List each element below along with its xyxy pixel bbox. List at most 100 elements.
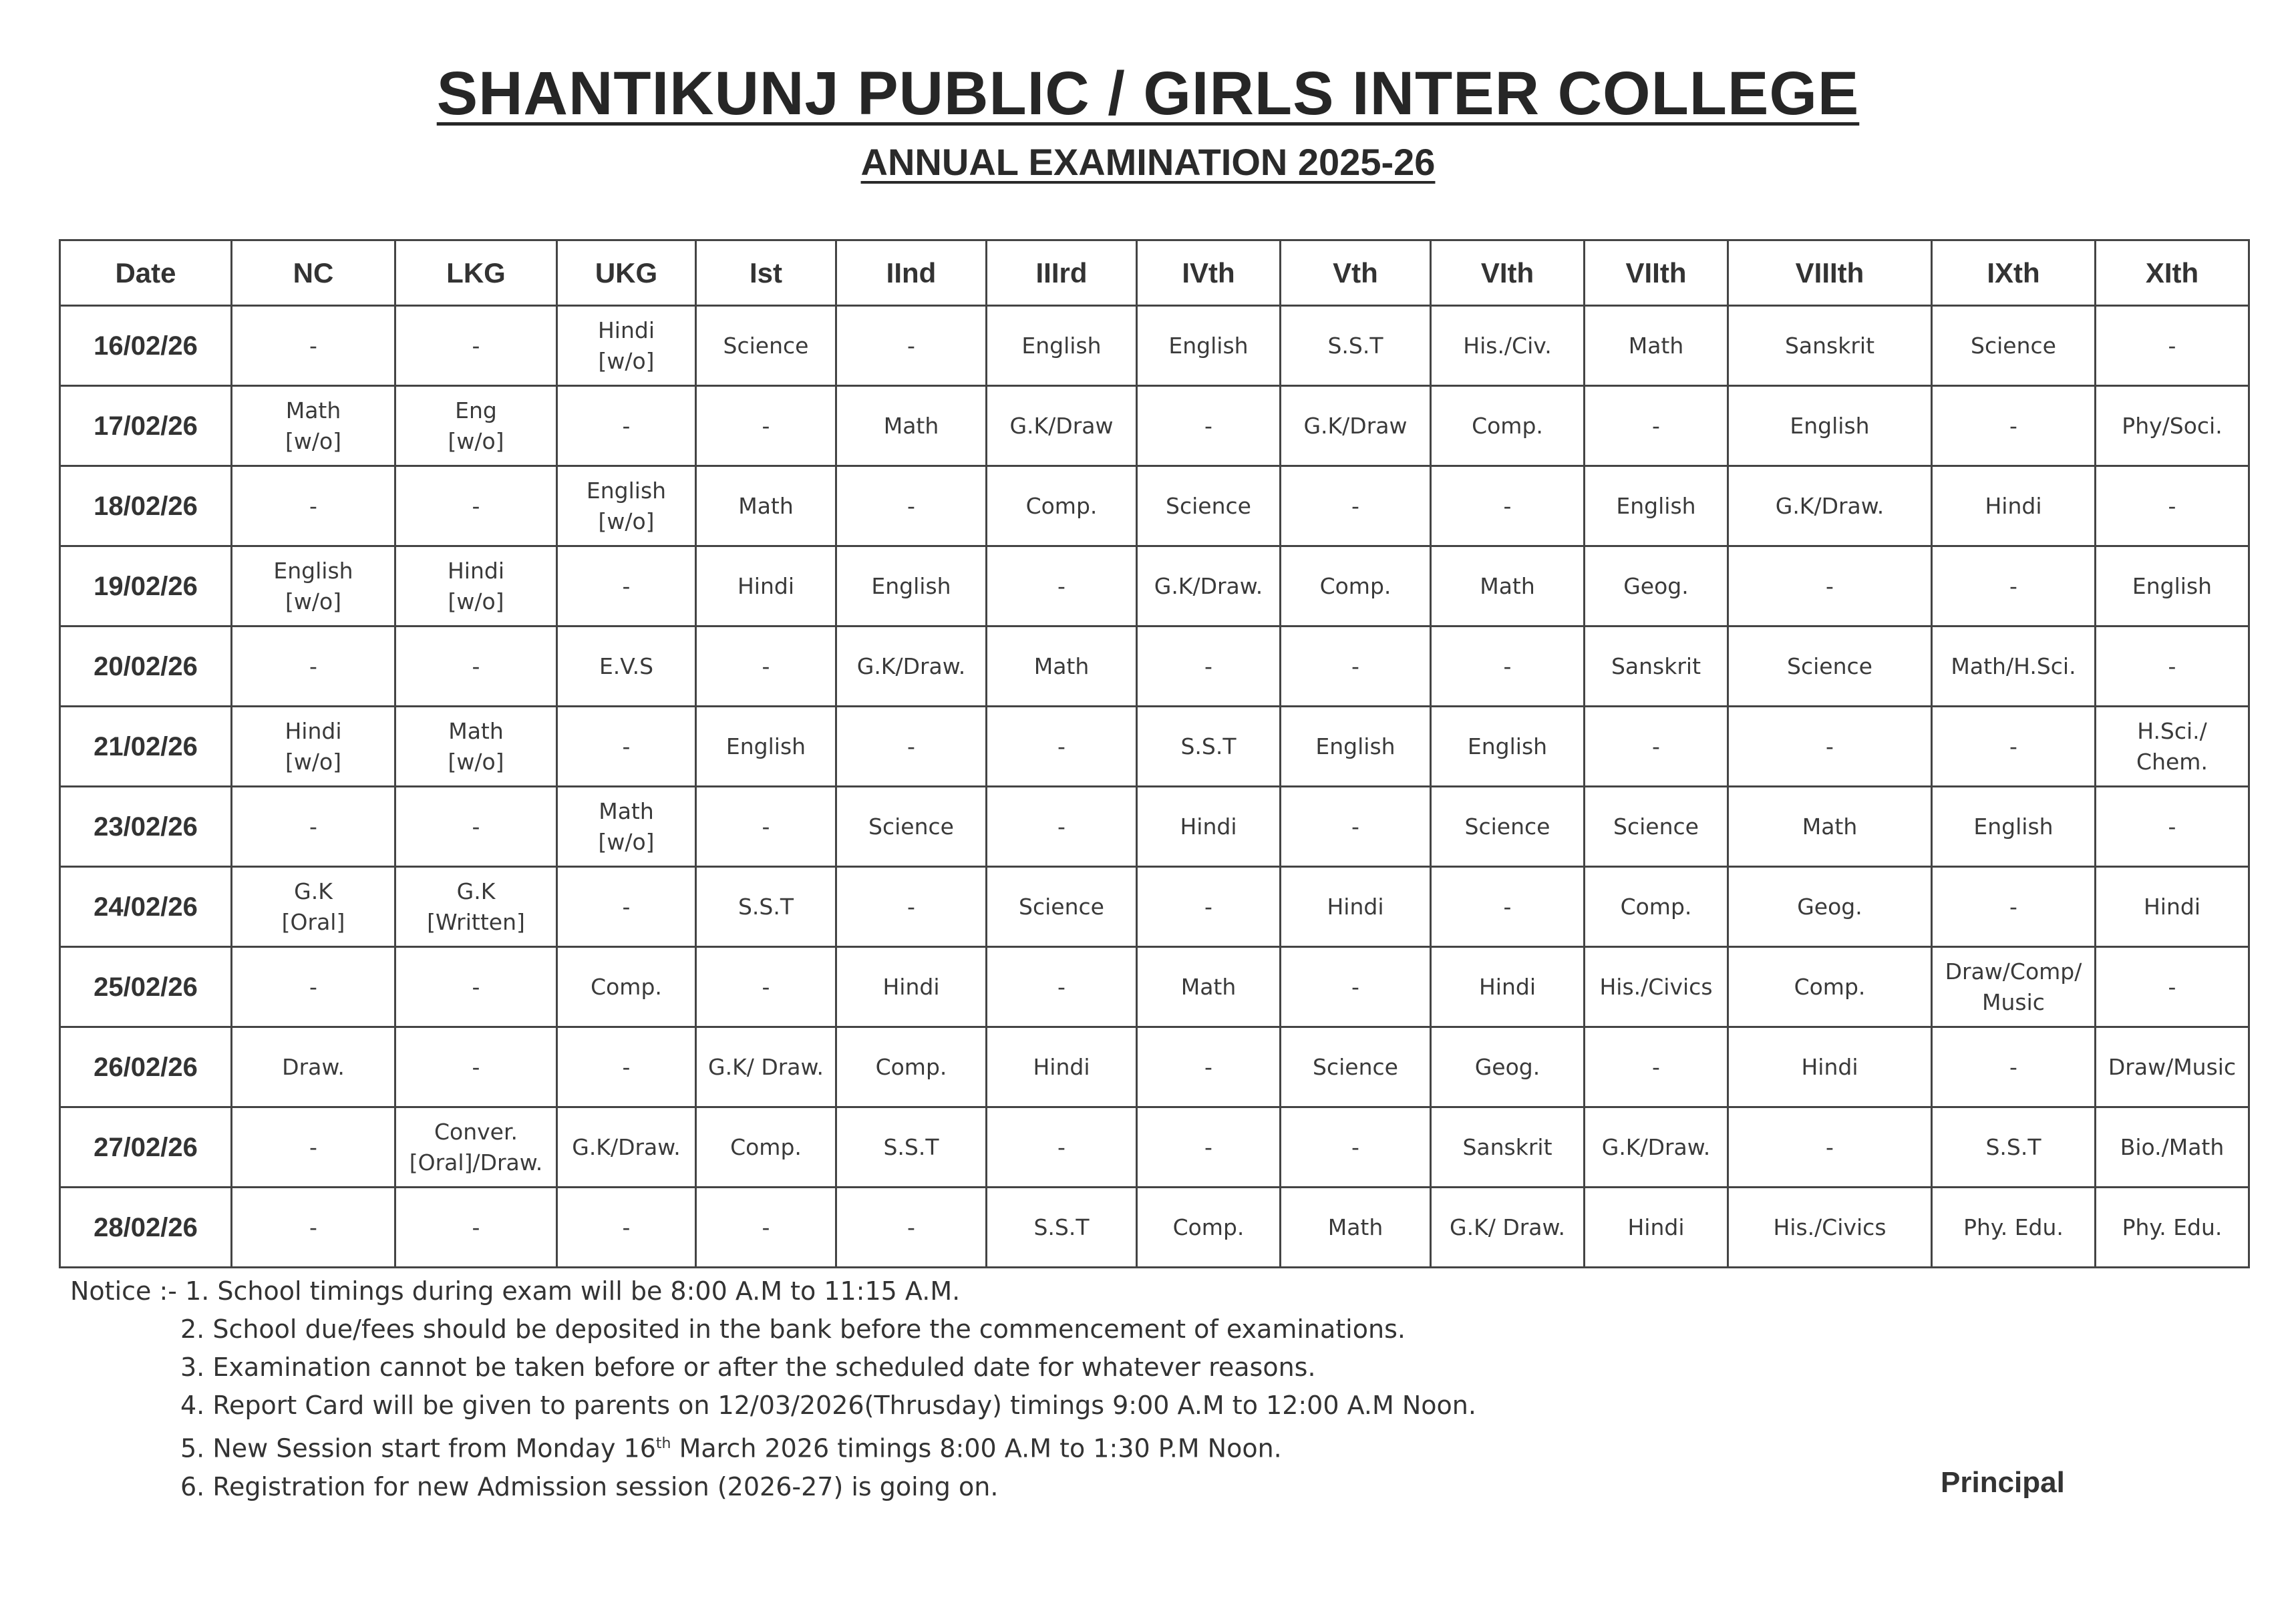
subject-cell: G.K [Oral]: [230, 866, 396, 948]
subject-cell: S.S.T: [985, 1186, 1138, 1268]
subject-cell: -: [1727, 1106, 1933, 1188]
subject-cell: -: [556, 705, 697, 787]
subject-cell: English: [985, 305, 1138, 387]
subject-cell: English: [1430, 705, 1585, 787]
notice-item: 6. Registration for new Admission sessio…: [180, 1471, 999, 1501]
subject-cell: -: [394, 1026, 558, 1108]
subject-cell: -: [230, 465, 396, 547]
table-row: 17/02/26 Math [w/o] Eng [w/o] - - Math G.K/Dra…: [59, 385, 2250, 467]
subject-cell: Sanskrit: [1727, 305, 1933, 387]
subject-cell: H.Sci./ Chem.: [2094, 705, 2250, 787]
subject-cell: -: [230, 785, 396, 868]
column-header: Ist: [695, 239, 837, 307]
column-header: IVth: [1136, 239, 1281, 307]
subject-cell: Math: [1727, 785, 1933, 868]
subject-cell: -: [1279, 625, 1432, 707]
subject-cell: Comp.: [985, 465, 1138, 547]
subject-cell: -: [985, 946, 1138, 1028]
subject-cell: -: [2094, 465, 2250, 547]
subject-cell: Sanskrit: [1430, 1106, 1585, 1188]
subject-cell: -: [835, 1186, 987, 1268]
subject-cell: Hindi: [1583, 1186, 1729, 1268]
subject-cell: -: [1430, 465, 1585, 547]
date-cell: 21/02/26: [59, 705, 232, 787]
notice-item: 4. Report Card will be given to parents …: [180, 1391, 1476, 1420]
subject-cell: His./Civics: [1727, 1186, 1933, 1268]
subject-cell: -: [1931, 705, 2096, 787]
subject-cell: Geog.: [1583, 545, 1729, 627]
table-row: 28/02/26- - - - - S.S.T Comp. Math G.K/ Draw. Hin…: [59, 1186, 2250, 1268]
subject-cell: -: [1136, 1106, 1281, 1188]
subject-cell: -: [2094, 305, 2250, 387]
subject-cell: Hindi: [835, 946, 987, 1028]
table-row: 20/02/26- - E.V.S - G.K/Draw. Math - - - Sanskrit…: [59, 625, 2250, 707]
subject-cell: -: [394, 946, 558, 1028]
column-header: IIIrd: [985, 239, 1138, 307]
subject-cell: Science: [1727, 625, 1933, 707]
subject-cell: Math: [695, 465, 837, 547]
table-row: 27/02/26- Conver. [Oral]/Draw. G.K/Draw. Co…: [59, 1106, 2250, 1188]
subject-cell: Phy. Edu.: [1931, 1186, 2096, 1268]
subject-cell: -: [230, 1186, 396, 1268]
table-row: 16/02/26- - Hindi [w/o] Science - English Engl…: [59, 305, 2250, 387]
subject-cell: Comp.: [556, 946, 697, 1028]
subject-cell: Math: [1583, 305, 1729, 387]
subject-cell: -: [556, 1186, 697, 1268]
subject-cell: Sanskrit: [1583, 625, 1729, 707]
date-cell: 19/02/26: [59, 545, 232, 627]
subject-cell: Comp.: [695, 1106, 837, 1188]
date-cell: 23/02/26: [59, 785, 232, 868]
subject-cell: Science: [695, 305, 837, 387]
subject-cell: Math: [985, 625, 1138, 707]
subject-cell: -: [1727, 545, 1933, 627]
date-cell: 26/02/26: [59, 1026, 232, 1108]
subject-cell: -: [695, 785, 837, 868]
subject-cell: English: [1279, 705, 1432, 787]
subject-cell: Science: [1931, 305, 2096, 387]
table-row: 24/02/26 G.K [Oral] G.K [Written] - S.S.T - Sc…: [59, 866, 2250, 948]
subject-cell: -: [695, 385, 837, 467]
subject-cell: His./Civ.: [1430, 305, 1585, 387]
subject-cell: Hindi: [2094, 866, 2250, 948]
subject-cell: Bio./Math: [2094, 1106, 2250, 1188]
subject-cell: Math [w/o]: [556, 785, 697, 868]
subject-cell: Geog.: [1430, 1026, 1585, 1108]
subject-cell: Hindi: [1136, 785, 1281, 868]
subject-cell: Hindi [w/o]: [394, 545, 558, 627]
subject-cell: -: [230, 305, 396, 387]
subject-cell: Phy/Soci.: [2094, 385, 2250, 467]
date-cell: 25/02/26: [59, 946, 232, 1028]
subject-cell: -: [2094, 946, 2250, 1028]
subject-cell: G.K/Draw.: [1727, 465, 1933, 547]
subject-cell: Math: [1279, 1186, 1432, 1268]
exam-subtitle: ANNUAL EXAMINATION 2025-26: [860, 141, 1436, 183]
subject-cell: G.K [Written]: [394, 866, 558, 948]
subject-cell: -: [556, 545, 697, 627]
subject-cell: Hindi: [1931, 465, 2096, 547]
subject-cell: S.S.T: [1931, 1106, 2096, 1188]
column-header: XIth: [2094, 239, 2250, 307]
subject-cell: -: [1136, 385, 1281, 467]
subject-cell: S.S.T: [1279, 305, 1432, 387]
subject-cell: Science: [835, 785, 987, 868]
subject-cell: -: [835, 705, 987, 787]
subject-cell: English: [1583, 465, 1729, 547]
subject-cell: -: [695, 625, 837, 707]
subject-cell: -: [1279, 465, 1432, 547]
notice-item: 3. Examination cannot be taken before or…: [180, 1353, 1316, 1382]
subject-cell: -: [394, 785, 558, 868]
subject-cell: Hindi: [1279, 866, 1432, 948]
subject-cell: Draw/Comp/ Music: [1931, 946, 2096, 1028]
subject-cell: Hindi: [695, 545, 837, 627]
subject-cell: Comp.: [835, 1026, 987, 1108]
subject-cell: -: [1136, 1026, 1281, 1108]
subject-cell: -: [1430, 625, 1585, 707]
subject-cell: G.K/Draw.: [835, 625, 987, 707]
subject-cell: Math: [835, 385, 987, 467]
subject-cell: English: [695, 705, 837, 787]
subject-cell: Math: [1430, 545, 1585, 627]
subject-cell: -: [985, 545, 1138, 627]
date-cell: 24/02/26: [59, 866, 232, 948]
subject-cell: -: [1931, 1026, 2096, 1108]
subject-cell: Science: [985, 866, 1138, 948]
